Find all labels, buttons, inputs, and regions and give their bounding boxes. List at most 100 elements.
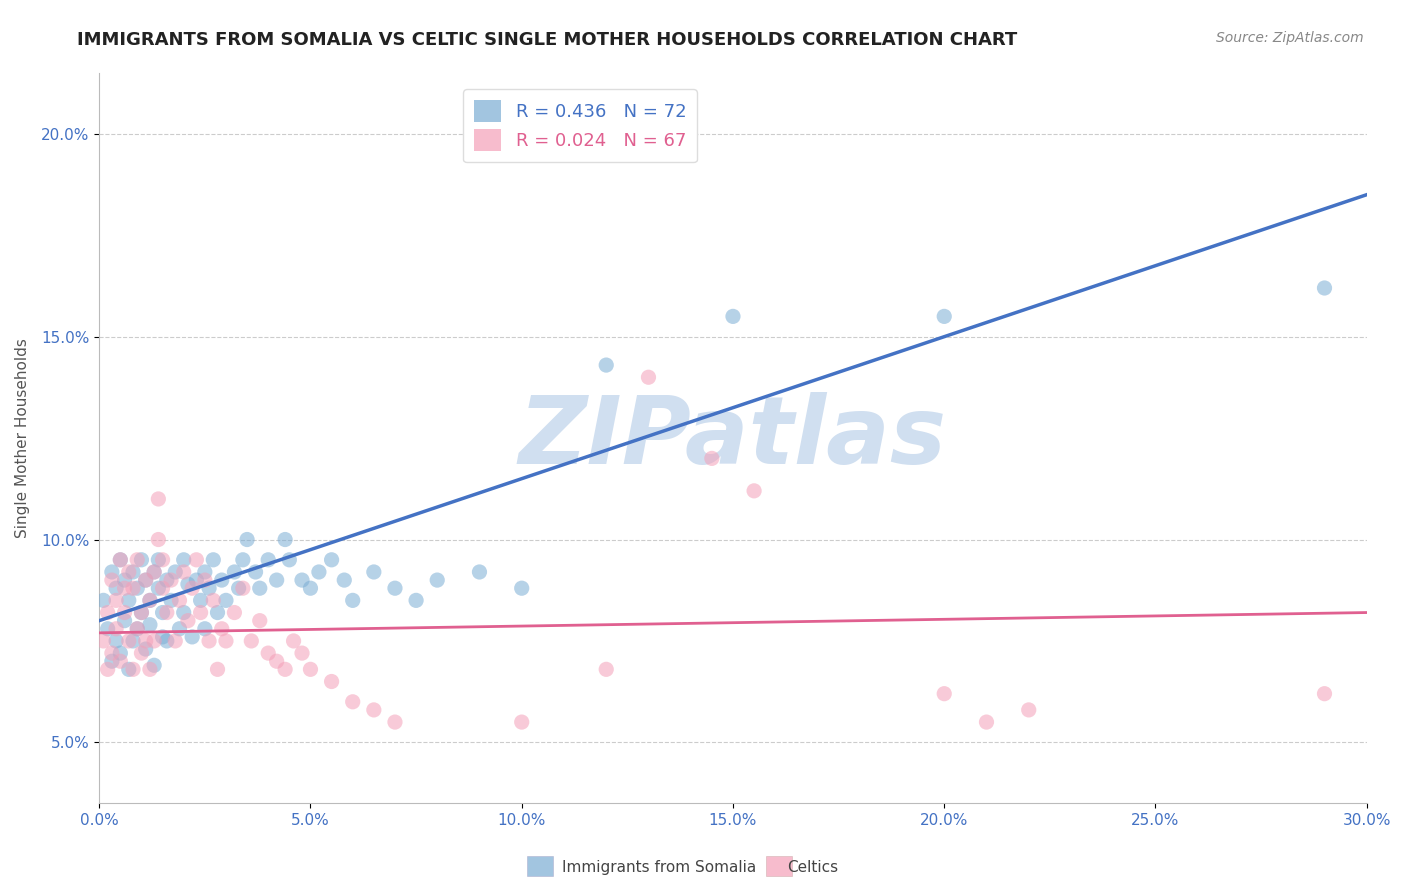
Point	[207, 662, 229, 676]
Point	[342, 695, 364, 709]
Point	[152, 630, 174, 644]
Point	[266, 654, 288, 668]
Point	[700, 451, 723, 466]
Point	[127, 622, 149, 636]
Point	[198, 581, 221, 595]
Point	[156, 634, 179, 648]
Point	[190, 593, 212, 607]
Legend: R = 0.436   N = 72, R = 0.024   N = 67: R = 0.436 N = 72, R = 0.024 N = 67	[463, 89, 697, 162]
Point	[274, 533, 297, 547]
Point	[177, 577, 200, 591]
Point	[510, 715, 533, 730]
Point	[181, 630, 204, 644]
Point	[122, 581, 145, 595]
Point	[131, 606, 153, 620]
Point	[122, 634, 145, 648]
Point	[173, 606, 195, 620]
Point	[131, 646, 153, 660]
Point	[139, 662, 162, 676]
Point	[156, 573, 179, 587]
Point	[139, 617, 162, 632]
Point	[156, 606, 179, 620]
Point	[198, 634, 221, 648]
Point	[321, 674, 343, 689]
Point	[118, 565, 141, 579]
Point	[93, 634, 115, 648]
Point	[266, 573, 288, 587]
Point	[194, 622, 217, 636]
Point	[278, 553, 301, 567]
Point	[384, 581, 406, 595]
Point	[110, 646, 132, 660]
Point	[308, 565, 330, 579]
Point	[131, 606, 153, 620]
Point	[105, 634, 128, 648]
Point	[342, 593, 364, 607]
Point	[934, 687, 956, 701]
Point	[118, 593, 141, 607]
Point	[101, 565, 124, 579]
Point	[93, 593, 115, 607]
Point	[110, 553, 132, 567]
Point	[291, 573, 314, 587]
Point	[934, 310, 956, 324]
Point	[114, 606, 136, 620]
Point	[274, 662, 297, 676]
Point	[118, 662, 141, 676]
Point	[148, 533, 170, 547]
Point	[224, 606, 246, 620]
Point	[139, 593, 162, 607]
Point	[363, 565, 385, 579]
Point	[148, 553, 170, 567]
Point	[173, 553, 195, 567]
Point	[139, 593, 162, 607]
Point	[110, 553, 132, 567]
Point	[135, 634, 157, 648]
Point	[384, 715, 406, 730]
Point	[190, 606, 212, 620]
Point	[976, 715, 998, 730]
Point	[1313, 687, 1336, 701]
Point	[202, 553, 225, 567]
Point	[127, 581, 149, 595]
Point	[299, 581, 322, 595]
Point	[257, 553, 280, 567]
Point	[333, 573, 356, 587]
Point	[637, 370, 659, 384]
Point	[101, 646, 124, 660]
Point	[194, 565, 217, 579]
Point	[97, 606, 120, 620]
Point	[101, 654, 124, 668]
Point	[97, 662, 120, 676]
Text: Immigrants from Somalia: Immigrants from Somalia	[562, 860, 756, 874]
Point	[215, 634, 238, 648]
Point	[321, 553, 343, 567]
Point	[245, 565, 267, 579]
Point	[131, 553, 153, 567]
Point	[135, 642, 157, 657]
Point	[207, 606, 229, 620]
Point	[101, 573, 124, 587]
Point	[186, 553, 208, 567]
Point	[249, 614, 271, 628]
Point	[105, 593, 128, 607]
Point	[152, 553, 174, 567]
Point	[135, 573, 157, 587]
Point	[143, 565, 166, 579]
Point	[468, 565, 491, 579]
Point	[105, 622, 128, 636]
Point	[135, 573, 157, 587]
Point	[249, 581, 271, 595]
Point	[291, 646, 314, 660]
Point	[181, 581, 204, 595]
Point	[165, 565, 187, 579]
Point	[160, 593, 183, 607]
Point	[232, 553, 254, 567]
Point	[97, 622, 120, 636]
Point	[228, 581, 250, 595]
Point	[595, 358, 617, 372]
Point	[118, 634, 141, 648]
Text: ZIPatlas: ZIPatlas	[519, 392, 948, 484]
Point	[283, 634, 305, 648]
Y-axis label: Single Mother Households: Single Mother Households	[15, 338, 30, 538]
